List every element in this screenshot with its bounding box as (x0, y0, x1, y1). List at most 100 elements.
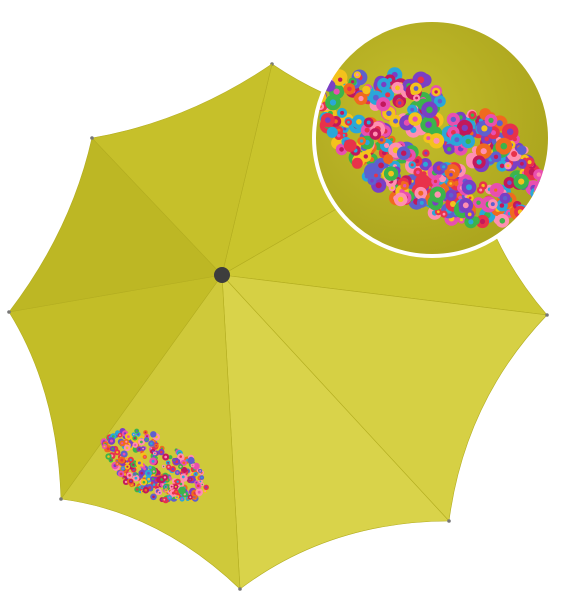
flower-center (181, 475, 185, 479)
flower-center (121, 442, 124, 445)
flower-center (137, 461, 141, 465)
flower-center (165, 486, 167, 488)
flower-center (151, 450, 154, 453)
flower-center (155, 445, 157, 447)
flower-center (189, 496, 192, 499)
flower-center (125, 446, 129, 450)
flower-center (496, 120, 503, 127)
flower-center (380, 101, 387, 107)
flower-center (423, 161, 428, 167)
flower-center (415, 96, 418, 100)
flower-center (160, 450, 163, 454)
flower-center (426, 136, 431, 141)
flower-center (116, 460, 118, 462)
umbrella-top (214, 267, 230, 283)
flower-center (151, 477, 154, 481)
flower-center (200, 476, 203, 479)
flower-center (499, 203, 505, 208)
flower-center (140, 440, 143, 444)
flower-center (499, 163, 505, 169)
lips-print-zoom (314, 67, 550, 229)
flower-center (416, 170, 420, 175)
flower-center (480, 148, 487, 155)
canopy-panel (221, 274, 450, 590)
inset-border (312, 18, 552, 258)
flower-center (494, 188, 498, 192)
flower-center (175, 490, 178, 494)
canopy-panel (8, 137, 223, 313)
flower-center (484, 136, 490, 142)
flower-center (329, 99, 337, 106)
flower-center (125, 440, 128, 443)
flower-center (164, 455, 168, 459)
flower-center (519, 148, 524, 153)
flower-center (506, 128, 514, 136)
flower-center (398, 196, 404, 203)
flower-center (339, 147, 344, 152)
flower-center (183, 493, 186, 496)
flower-center (167, 461, 170, 464)
flower-center (110, 439, 113, 443)
flower-center (174, 485, 177, 488)
flower-center (490, 130, 496, 136)
flower-center (378, 162, 384, 169)
flower-center (375, 182, 382, 189)
flower-center (347, 120, 350, 124)
flower-center (448, 193, 454, 198)
flower-center (161, 483, 164, 486)
flower-center (412, 116, 418, 122)
flower (539, 197, 550, 208)
flower-center (325, 117, 331, 123)
flower-center (195, 481, 198, 484)
flower-center (390, 186, 394, 190)
flower-center (479, 188, 483, 192)
flower-center (499, 218, 506, 224)
flower-center (194, 464, 198, 468)
flower-center (145, 438, 148, 441)
flower-center (180, 488, 184, 492)
flower-center (418, 190, 424, 196)
flower-center (364, 127, 370, 133)
flower-center (476, 200, 481, 205)
flower-center (449, 172, 453, 177)
lips-print (100, 428, 209, 504)
flower-center (502, 196, 508, 201)
flower-center (388, 170, 394, 177)
flower-center (370, 178, 374, 183)
flower-center (144, 431, 147, 434)
flower-center (410, 107, 415, 112)
flower-center (450, 116, 456, 123)
flower-center (518, 178, 525, 185)
flower-center (122, 467, 124, 470)
flower-center (401, 150, 407, 156)
flower-center (182, 461, 186, 465)
flower-center (148, 486, 152, 490)
flower-center (126, 465, 129, 468)
flower-center (152, 433, 155, 436)
flower-center (426, 106, 433, 114)
flower-center (410, 163, 414, 167)
flower-center (481, 125, 488, 132)
flower-center (384, 142, 390, 148)
flower-center (171, 467, 175, 471)
flower-center (532, 203, 537, 209)
flower-center (468, 219, 474, 225)
flower-center (340, 110, 345, 115)
flower-center (199, 470, 201, 472)
flower-center (142, 447, 145, 450)
flower-center (154, 452, 156, 455)
flower-center (204, 490, 207, 492)
flower-center (122, 452, 126, 456)
flower-center (334, 140, 341, 146)
flower-center (374, 173, 378, 178)
flower-center (413, 86, 419, 91)
flower-center (173, 459, 176, 462)
flower-center (116, 431, 119, 434)
flower-center (536, 199, 540, 203)
flower-center (436, 210, 440, 214)
flower-center (415, 158, 420, 164)
flower-center (481, 183, 485, 188)
flower-center (179, 465, 182, 468)
flower-center (542, 204, 547, 209)
flower-center (179, 455, 182, 458)
